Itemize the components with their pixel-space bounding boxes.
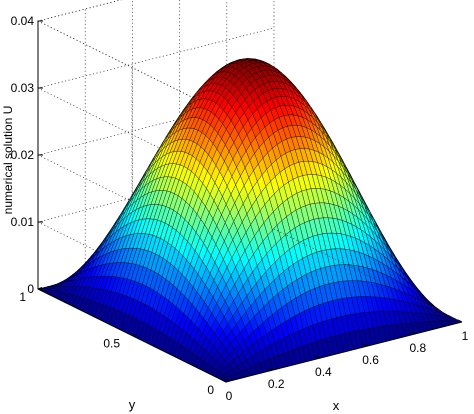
x-tick-label: 0.8 (409, 341, 426, 355)
z-tick-label: 0.01 (11, 215, 35, 229)
y-tick (131, 333, 137, 336)
x-tick (316, 355, 321, 359)
y-tick-label: 0.5 (103, 337, 120, 351)
x-axis-line (225, 321, 463, 383)
y-tick-label: 0 (207, 383, 214, 397)
z-axis-label: numerical solution U (1, 106, 15, 215)
y-axis-label: y (129, 397, 136, 412)
x-tick (363, 343, 368, 347)
floor-right-edge (273, 228, 463, 323)
x-tick (268, 367, 274, 371)
x-tick (410, 331, 416, 335)
x-tick-label: 0.6 (362, 353, 379, 367)
z-tick-label: 0 (27, 282, 34, 296)
x-tick (221, 379, 227, 383)
surface-mesh (37, 58, 463, 383)
z-tick-label: 0.04 (11, 14, 35, 28)
x-tick-label: 1 (462, 329, 469, 343)
y-tick-label: 1 (19, 290, 26, 304)
x-axis-label: x (333, 398, 340, 413)
z-tick-label: 0.02 (11, 148, 35, 162)
z-tick-label: 0.03 (11, 81, 35, 95)
y-tick (37, 287, 43, 290)
x-tick-label: 0.2 (268, 377, 285, 391)
x-tick-label: 0.4 (315, 365, 332, 379)
x-tick-label: 0 (226, 389, 233, 403)
